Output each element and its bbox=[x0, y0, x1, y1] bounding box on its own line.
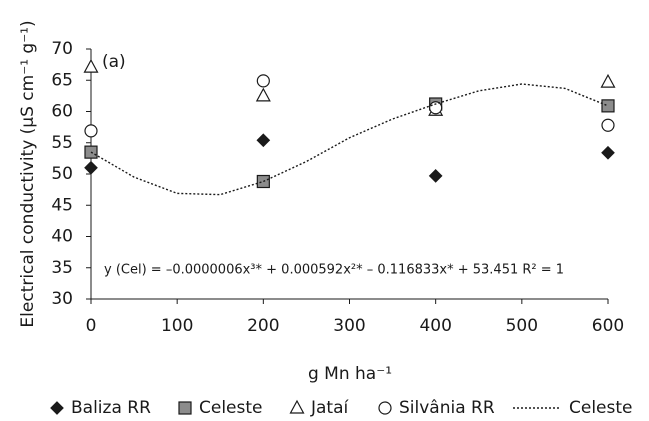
legend-label: Celeste bbox=[199, 398, 263, 418]
x-tick-label: 500 bbox=[506, 316, 538, 336]
point bbox=[255, 87, 271, 102]
legend-marker bbox=[289, 399, 305, 414]
point bbox=[84, 124, 98, 138]
point bbox=[83, 58, 99, 73]
y-tick-label: 60 bbox=[51, 102, 73, 122]
point bbox=[601, 145, 615, 160]
point bbox=[429, 101, 443, 115]
point bbox=[428, 169, 443, 183]
y-tick-label: 30 bbox=[51, 289, 73, 309]
point bbox=[256, 74, 270, 88]
x-tick-label: 400 bbox=[419, 316, 451, 336]
legend-label: Jataí bbox=[310, 398, 350, 418]
x-tick-label: 600 bbox=[592, 316, 624, 336]
y-tick-label: 50 bbox=[51, 164, 73, 184]
y-tick-label: 65 bbox=[51, 70, 73, 90]
legend-label: Silvânia RR bbox=[399, 398, 495, 418]
point bbox=[600, 73, 616, 88]
y-axis-label: Electrical conductivity (µS cm⁻¹ g⁻¹) bbox=[18, 20, 38, 327]
legend-marker bbox=[50, 401, 64, 415]
legend-label: Baliza RR bbox=[71, 398, 151, 418]
annotation: (a) bbox=[102, 52, 126, 72]
equation: y (Cel) = –0.0000006x³* + 0.000592x²* – … bbox=[104, 263, 564, 278]
y-tick-label: 70 bbox=[51, 39, 73, 59]
point bbox=[601, 118, 615, 132]
x-tick-label: 100 bbox=[161, 316, 193, 336]
point bbox=[601, 99, 615, 113]
y-tick-label: 40 bbox=[51, 227, 73, 247]
x-axis-label: g Mn ha⁻¹ bbox=[308, 364, 392, 384]
y-tick-label: 55 bbox=[51, 133, 73, 153]
x-tick-label: 0 bbox=[86, 316, 97, 336]
x-tick-label: 300 bbox=[333, 316, 365, 336]
point bbox=[84, 160, 98, 175]
legend-marker bbox=[378, 401, 392, 415]
x-tick-label: 200 bbox=[247, 316, 279, 336]
legend-label: Celeste bbox=[569, 398, 633, 418]
point bbox=[256, 174, 270, 189]
point bbox=[256, 133, 271, 148]
legend-marker bbox=[178, 401, 192, 415]
y-tick-label: 35 bbox=[51, 258, 73, 278]
y-tick-label: 45 bbox=[51, 195, 73, 215]
fit-line bbox=[90, 83, 609, 196]
